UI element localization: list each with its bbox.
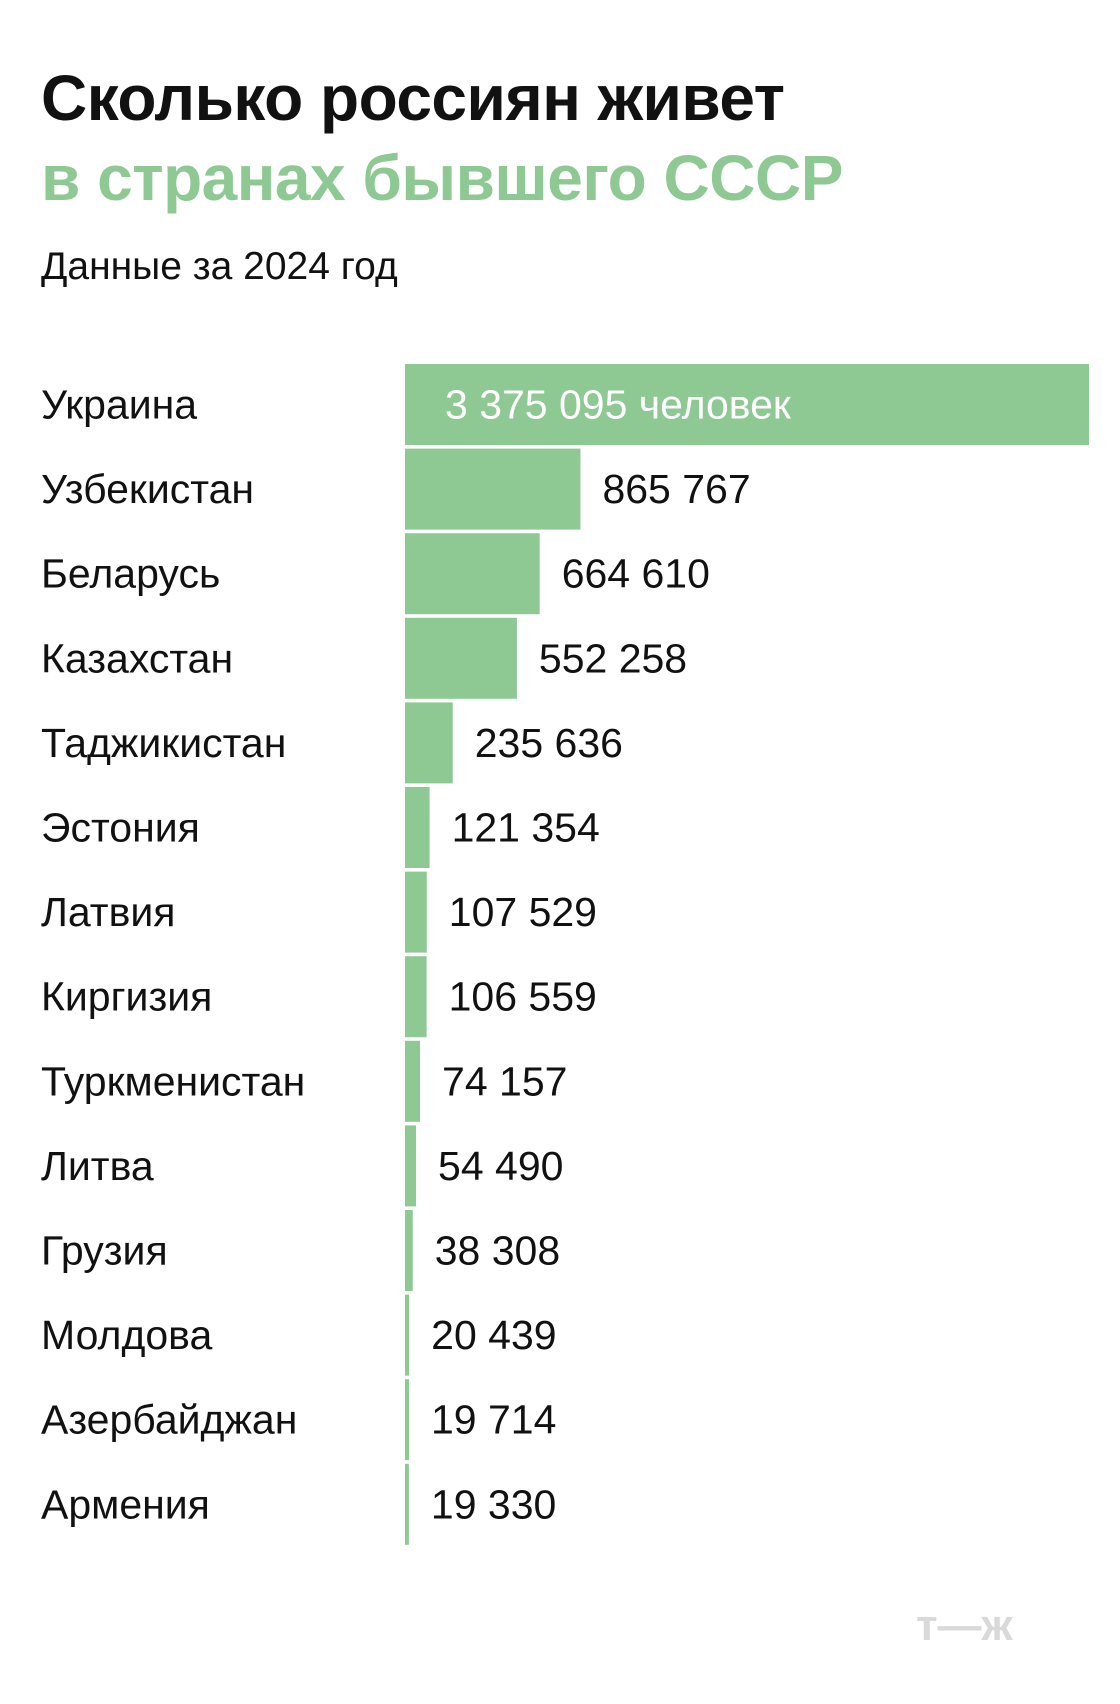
bar-6 xyxy=(405,871,427,953)
category-label-4: Таджикистан xyxy=(41,720,286,766)
bar-12 xyxy=(405,1379,409,1461)
bar-11 xyxy=(405,1294,410,1376)
category-label-8: Туркменистан xyxy=(41,1058,305,1104)
bar-0 xyxy=(405,364,1089,445)
value-label-3: 552 258 xyxy=(539,635,687,681)
value-label-9: 54 490 xyxy=(438,1143,563,1189)
category-label-1: Узбекистан xyxy=(41,466,254,512)
category-label-6: Латвия xyxy=(41,889,175,935)
bar-8 xyxy=(405,1040,421,1122)
bar-10 xyxy=(405,1210,413,1291)
value-label-13: 19 330 xyxy=(431,1481,556,1527)
category-label-0: Украина xyxy=(41,382,197,428)
category-label-11: Молдова xyxy=(41,1312,212,1358)
value-label-8: 74 157 xyxy=(442,1058,567,1104)
category-label-5: Эстония xyxy=(41,805,200,851)
value-label-0: 3 375 095 человек xyxy=(445,382,792,428)
category-label-7: Киргизия xyxy=(41,974,212,1020)
value-label-2: 664 610 xyxy=(562,551,710,597)
chart-title: Сколько россиян живет в странах бывшего … xyxy=(41,58,843,218)
value-label-10: 38 308 xyxy=(435,1228,560,1274)
tzh-logo: т—ж xyxy=(916,1601,1014,1648)
value-label-12: 19 714 xyxy=(431,1397,556,1443)
value-label-11: 20 439 xyxy=(431,1312,556,1358)
category-label-13: Армения xyxy=(41,1481,210,1527)
bar-chart: Украина 3 375 095 человек Узбекистан 865 76… xyxy=(41,364,1089,1545)
value-label-5: 121 354 xyxy=(452,805,600,851)
chart-subtitle: Данные за 2024 год xyxy=(41,245,398,288)
bar-5 xyxy=(405,787,430,868)
value-label-4: 235 636 xyxy=(475,720,623,766)
value-label-1: 865 767 xyxy=(602,466,750,512)
category-label-12: Азербайджан xyxy=(41,1397,297,1443)
bar-1 xyxy=(405,448,581,530)
bar-3 xyxy=(405,617,517,699)
chart-title-line2: в странах бывшего СССР xyxy=(41,142,843,214)
category-label-10: Грузия xyxy=(41,1228,168,1274)
bar-13 xyxy=(405,1463,409,1545)
value-label-7: 106 559 xyxy=(449,974,597,1020)
bar-2 xyxy=(405,533,540,615)
bar-9 xyxy=(405,1125,417,1207)
value-label-6: 107 529 xyxy=(449,889,597,935)
bar-4 xyxy=(405,702,453,784)
chart-title-line1: Сколько россиян живет xyxy=(41,62,785,134)
bar-7 xyxy=(405,956,427,1038)
category-label-9: Литва xyxy=(41,1143,154,1189)
tzh-logo-text: т—ж xyxy=(916,1601,1014,1648)
category-label-2: Беларусь xyxy=(41,551,220,597)
category-label-3: Казахстан xyxy=(41,635,233,681)
